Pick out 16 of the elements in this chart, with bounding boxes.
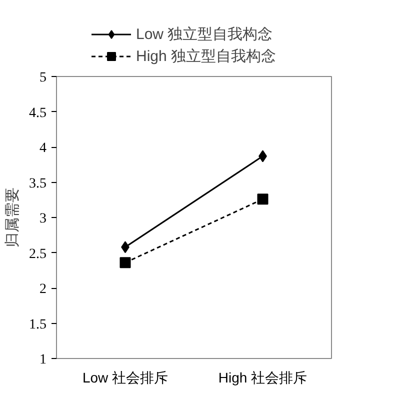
y-tick-label: 3.5 [29, 176, 46, 192]
legend-label: High 独立型自我构念 [136, 46, 276, 66]
legend-label: Low 独立型自我构念 [136, 24, 273, 44]
y-tick-label: 2 [40, 282, 46, 297]
y-tick-label: 3 [40, 212, 46, 226]
point [120, 257, 131, 268]
y-tick-label: 4.5 [29, 106, 46, 121]
x-tick-label: High 社会排斥 [218, 370, 308, 386]
y-axis-title: 归属需要 [4, 188, 21, 248]
y-tick-label: 2.5 [29, 246, 46, 262]
y-tick-label: 5 [40, 70, 46, 86]
point [257, 194, 268, 205]
y-tick-label: 1.5 [29, 317, 46, 332]
y-tick-label: 1 [40, 352, 46, 368]
y-tick-label: 4 [40, 141, 46, 156]
x-tick-label: Low 社会排斥 [82, 370, 168, 386]
